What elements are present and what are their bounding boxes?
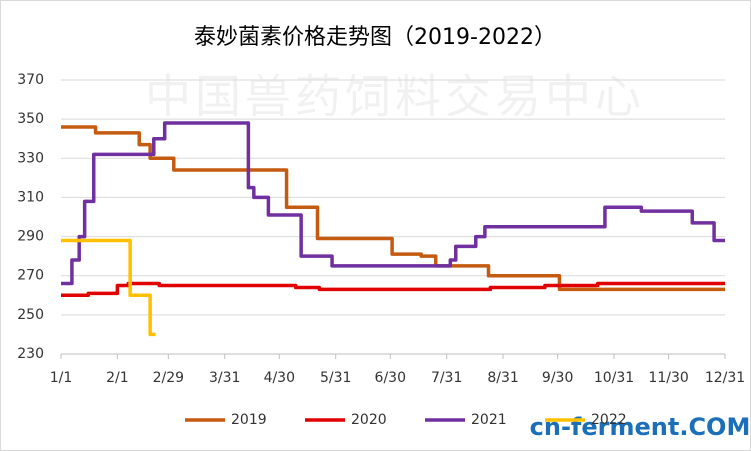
y-tick-label: 330: [17, 150, 44, 166]
x-tick-label: 10/31: [594, 370, 634, 386]
x-tick-label: 11/30: [648, 370, 688, 386]
x-tick-label: 4/30: [264, 370, 295, 386]
legend-label: 2021: [471, 412, 507, 428]
logo: cn-ferment.COM: [530, 413, 751, 441]
watermark: 中国兽药饲料交易中心: [145, 70, 645, 124]
x-tick-label: 3/31: [209, 370, 240, 386]
x-tick-label: 7/31: [431, 370, 462, 386]
legend-label: 2019: [231, 412, 267, 428]
y-tick-label: 310: [17, 189, 44, 205]
series-line: [61, 281, 725, 298]
series-line: [61, 125, 725, 292]
x-tick-label: 1/1: [50, 370, 73, 386]
x-tick-label: 5/31: [320, 370, 351, 386]
x-tick-label: 9/30: [542, 370, 573, 386]
x-tick-label: 6/30: [375, 370, 406, 386]
x-tick-label: 12/31: [705, 370, 745, 386]
y-tick-label: 230: [17, 346, 44, 362]
y-tick-label: 370: [17, 72, 44, 88]
x-tick-label: 2/1: [106, 370, 129, 386]
series-line: [61, 121, 725, 286]
y-tick-label: 290: [17, 229, 44, 245]
y-tick-label: 250: [17, 307, 44, 323]
series-line: [61, 238, 156, 337]
legend-label: 2020: [351, 412, 387, 428]
y-tick-label: 350: [17, 111, 44, 127]
y-tick-label: 270: [17, 268, 44, 284]
chart-title: 泰妙菌素价格走势图（2019-2022）: [194, 25, 556, 50]
x-tick-label: 8/31: [487, 370, 518, 386]
legend-label: 2022: [591, 412, 627, 428]
x-tick-label: 2/29: [153, 370, 184, 386]
